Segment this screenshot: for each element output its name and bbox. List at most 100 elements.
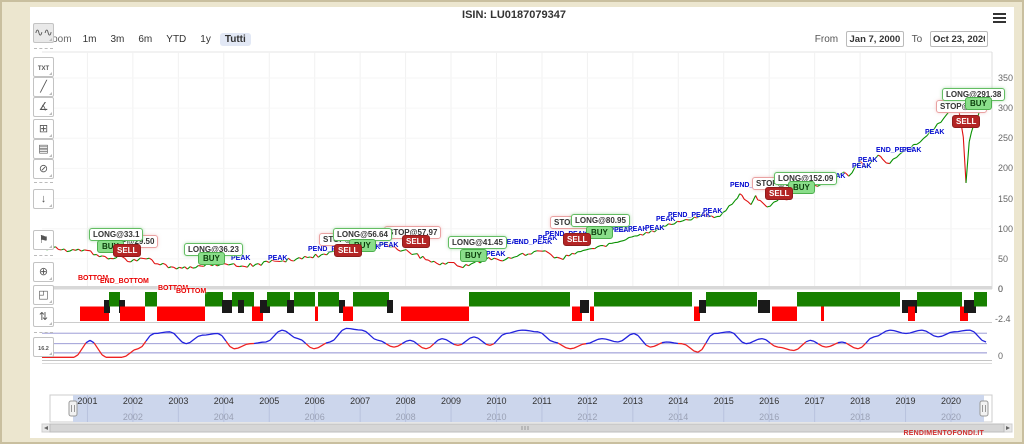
sell-flag: SELL: [765, 187, 794, 200]
peak-marker: PEAK: [902, 147, 922, 154]
navigator-year-label: 2006: [304, 396, 325, 406]
hamburger-icon[interactable]: [993, 13, 1006, 24]
sell-flag: SELL: [952, 115, 981, 128]
long-flag: LONG@41.45: [448, 236, 507, 249]
price-tag-icon[interactable]: 16.2: [33, 337, 54, 357]
crosshair-icon[interactable]: ⊞: [33, 119, 54, 139]
peak-marker: PEAK: [379, 242, 399, 249]
buy-flag: BUY: [965, 97, 992, 110]
bottom-marker: BOTTOM: [78, 275, 109, 282]
zoom-button-3m[interactable]: 3m: [110, 34, 125, 45]
zoom-button-1m[interactable]: 1m: [82, 34, 97, 45]
price-tag-icon-glyph: 16.2: [38, 346, 49, 352]
scrollbar-right-arrow[interactable]: [1006, 426, 1010, 430]
bottom-marker: BOTTOM: [176, 288, 207, 295]
y-axis-tick: 150: [998, 193, 1014, 204]
navigator-year-label: 2017: [804, 396, 825, 406]
navigator-year-label: 2019: [895, 396, 916, 406]
navigator-year-label: 2001: [77, 396, 98, 406]
from-date-input[interactable]: [845, 31, 904, 47]
toolbar-separator: [34, 255, 53, 256]
peak-marker: PEAK: [231, 255, 251, 262]
peak-marker: PEAK: [925, 129, 945, 136]
navigator-year-label: 2018: [850, 396, 871, 406]
navigator-year-label: 2011: [532, 396, 552, 406]
navigator-year-label: 2016: [759, 396, 780, 406]
navigator-year-label: 2014: [668, 396, 689, 406]
peak-marker: PEAK: [268, 255, 288, 262]
navigator-year-minor-label: 2018: [850, 412, 871, 422]
toolbar-separator: [34, 48, 53, 49]
navigator-year-minor-label: 2008: [395, 412, 416, 422]
navigator-left-handle[interactable]: [68, 400, 78, 417]
zoom-button-ytd[interactable]: YTD: [166, 34, 187, 45]
trend-line-icon[interactable]: ╱: [33, 77, 54, 97]
regime-tick-bottom: -2.4: [995, 314, 1011, 324]
zoom-button-tutti[interactable]: Tutti: [219, 33, 251, 46]
navigator-year-minor-label: 2020: [940, 412, 962, 422]
text-annotation-icon[interactable]: TXT: [33, 57, 54, 77]
peak-marker: PEAK: [852, 163, 872, 170]
navigator-year-label: 2020: [940, 396, 962, 406]
hide-drawings-icon-glyph: ⊘: [38, 163, 49, 175]
trend-line-icon-glyph: ╱: [40, 81, 47, 93]
zoom-label: Zoom: [46, 34, 72, 45]
indicators-icon[interactable]: ∿∿: [33, 23, 54, 43]
zoom-button-1y[interactable]: 1y: [200, 34, 211, 45]
numeric-marker-icon-glyph: ↓: [40, 193, 47, 205]
navigator-year-label: 2005: [259, 396, 280, 406]
sell-flag: SELL: [113, 244, 142, 257]
navigator-year-label: 2008: [395, 396, 416, 406]
buy-flag: BUY: [198, 252, 225, 265]
navigator-year-minor-label: 2014: [668, 412, 689, 422]
navigator-year-minor-label: 2006: [304, 412, 325, 422]
navigator-year-label: 2004: [213, 396, 234, 406]
navigator-year-label: 2015: [713, 396, 734, 406]
oscillator-tick-bottom: 0: [998, 351, 1004, 361]
page-title: ISIN: LU0187079347: [462, 9, 566, 21]
navigator-year-label: 2007: [350, 396, 371, 406]
date-range-controls: From To: [810, 31, 988, 47]
fullscreen-icon[interactable]: ◰: [33, 285, 54, 305]
peak-marker: PEAK: [486, 251, 506, 258]
horizontal-lines-icon[interactable]: ▤: [33, 139, 54, 159]
settings-sliders-icon[interactable]: ⇅: [33, 307, 54, 327]
from-label: From: [814, 33, 839, 45]
buy-flag: BUY: [460, 249, 487, 262]
y-axis-tick: 0: [998, 284, 1004, 294]
y-axis-tick: 300: [998, 103, 1014, 114]
watermark: RENDIMENTOFONDI.IT: [903, 430, 984, 437]
flag-icon[interactable]: ⚑: [33, 230, 54, 250]
zoom-bar: Zoom 1m 3m 6m YTD 1y Tutti: [46, 33, 255, 47]
sell-flag: SELL: [563, 233, 592, 246]
navigator-year-label: 2012: [577, 396, 598, 406]
horizontal-lines-icon-glyph: ▤: [38, 143, 49, 155]
settings-sliders-icon-glyph: ⇅: [38, 311, 49, 323]
navigator-right-handle[interactable]: [979, 400, 989, 417]
angle-measure-icon-glyph: ∡: [38, 101, 49, 113]
y-axis-tick: 50: [998, 253, 1009, 264]
zoom-button-6m[interactable]: 6m: [138, 34, 153, 45]
numeric-marker-icon[interactable]: ↓: [33, 189, 54, 209]
to-label: To: [911, 33, 923, 45]
navigator-year-minor-label: 2016: [759, 412, 780, 422]
navigator-year-label: 2013: [622, 396, 643, 406]
scrollbar-left-arrow[interactable]: [44, 426, 48, 430]
text-annotation-icon-glyph: TXT: [37, 66, 50, 72]
y-axis-tick: 100: [998, 223, 1014, 234]
to-date-input[interactable]: [930, 31, 988, 47]
sell-flag: SELL: [334, 244, 363, 257]
regime-tick-top: 0: [998, 284, 1004, 294]
hide-drawings-icon[interactable]: ⊘: [33, 159, 54, 179]
zoom-in-icon[interactable]: ⊕: [33, 262, 54, 282]
angle-measure-icon[interactable]: ∡: [33, 97, 54, 117]
crosshair-icon-glyph: ⊞: [38, 123, 49, 135]
peak-marker: PEAK: [703, 208, 723, 215]
y-axis-tick: 250: [998, 133, 1014, 144]
fullscreen-icon-glyph: ◰: [38, 289, 49, 301]
indicators-icon-glyph: ∿∿: [34, 27, 53, 39]
scrollbar-thumb[interactable]: [49, 423, 1005, 433]
navigator-year-label: 2010: [486, 396, 507, 406]
navigator-year-label: 2009: [441, 396, 462, 406]
